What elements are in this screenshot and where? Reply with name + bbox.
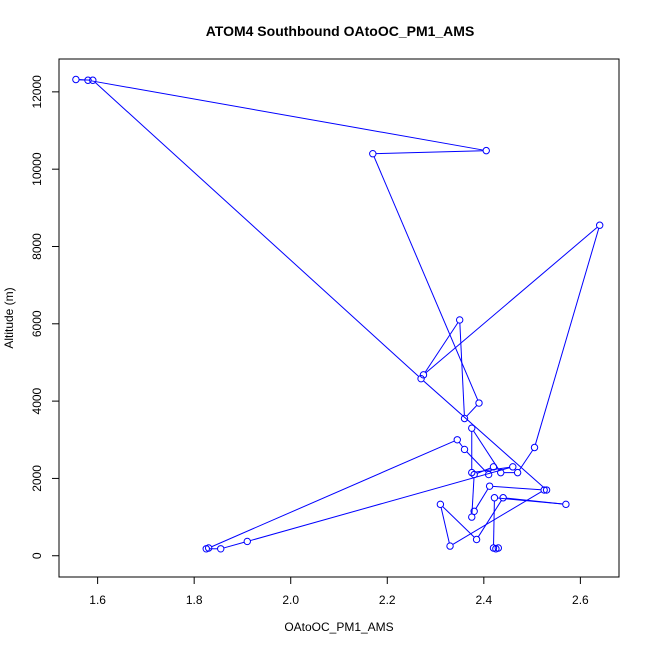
y-axis: 0 2000 4000 6000 8000 10000 12000 (30, 75, 60, 559)
series-segment (459, 323, 465, 416)
series-segment (211, 440, 455, 548)
series-segment (440, 507, 450, 544)
series-segment (506, 497, 563, 505)
series-segment (458, 442, 463, 448)
series-segment (373, 156, 479, 401)
series-segment (471, 477, 475, 514)
y-tick-label: 10000 (30, 152, 44, 186)
series-segment (94, 82, 420, 377)
series-segment (477, 500, 502, 538)
chart-title: ATOM4 Southbound OAtoOC_PM1_AMS (206, 23, 475, 39)
data-point (455, 316, 464, 324)
series-segment (250, 467, 510, 542)
series-segment (518, 449, 534, 471)
x-tick-label: 1.8 (186, 593, 203, 607)
plot-frame (58, 58, 620, 578)
data-point (468, 468, 476, 477)
x-axis: 1.6 1.8 2.0 2.2 2.4 2.6 (89, 576, 589, 607)
series-segment (375, 150, 484, 155)
x-tick-label: 2.2 (379, 593, 396, 607)
data-point (542, 486, 551, 494)
y-axis-label: Altitude (m) (2, 287, 16, 348)
data-point (460, 414, 469, 423)
y-tick-label: 6000 (30, 310, 44, 337)
series-segment (492, 485, 542, 491)
data-point (84, 76, 92, 84)
x-tick-label: 1.6 (89, 593, 106, 607)
data-point (513, 468, 522, 477)
series-segment (493, 500, 495, 545)
series-segment (423, 380, 545, 489)
data-point (217, 545, 225, 553)
data-point (489, 463, 498, 471)
y-tick-label: 0 (30, 552, 44, 559)
y-tick-label: 8000 (30, 233, 44, 260)
series-segment (425, 226, 598, 374)
series-segment (475, 488, 489, 509)
data-point (530, 443, 539, 452)
data-point (509, 463, 517, 471)
data-point (243, 537, 251, 546)
series-line (79, 79, 600, 550)
data-point (468, 513, 476, 521)
data-point (540, 486, 548, 494)
data-point (499, 494, 507, 502)
data-point (472, 535, 481, 544)
data-point (460, 445, 469, 454)
data-point (485, 482, 494, 490)
x-tick-label: 2.0 (282, 593, 299, 607)
series-segment (424, 322, 459, 373)
series-segment (452, 491, 542, 545)
data-point (436, 500, 445, 509)
data-point (484, 470, 493, 479)
series-segment (466, 405, 478, 417)
data-point (419, 371, 428, 379)
data-point (89, 76, 97, 84)
x-tick-label: 2.4 (475, 593, 492, 607)
data-point (482, 146, 490, 155)
series-points (72, 75, 604, 553)
data-point (446, 542, 454, 550)
data-point (453, 436, 461, 444)
series-segment (466, 451, 487, 473)
series-segment (223, 541, 245, 549)
x-tick-label: 2.6 (572, 593, 589, 607)
y-tick-label: 4000 (30, 387, 44, 414)
data-point (595, 221, 604, 229)
data-point (369, 150, 377, 158)
data-point (497, 468, 505, 477)
data-point (417, 374, 425, 383)
data-point (72, 75, 80, 84)
data-point (490, 494, 499, 502)
series-segment (534, 228, 600, 445)
data-point (470, 470, 478, 479)
y-tick-label: 12000 (30, 75, 44, 109)
x-axis-label: OAtoOC_PM1_AMS (284, 620, 393, 634)
data-point (468, 424, 476, 432)
data-point (475, 399, 483, 407)
data-point (202, 545, 210, 553)
series-segment (91, 80, 484, 151)
data-point (562, 500, 570, 509)
data-point (489, 544, 498, 552)
y-tick-label: 2000 (30, 465, 44, 492)
series-segment (442, 506, 475, 538)
